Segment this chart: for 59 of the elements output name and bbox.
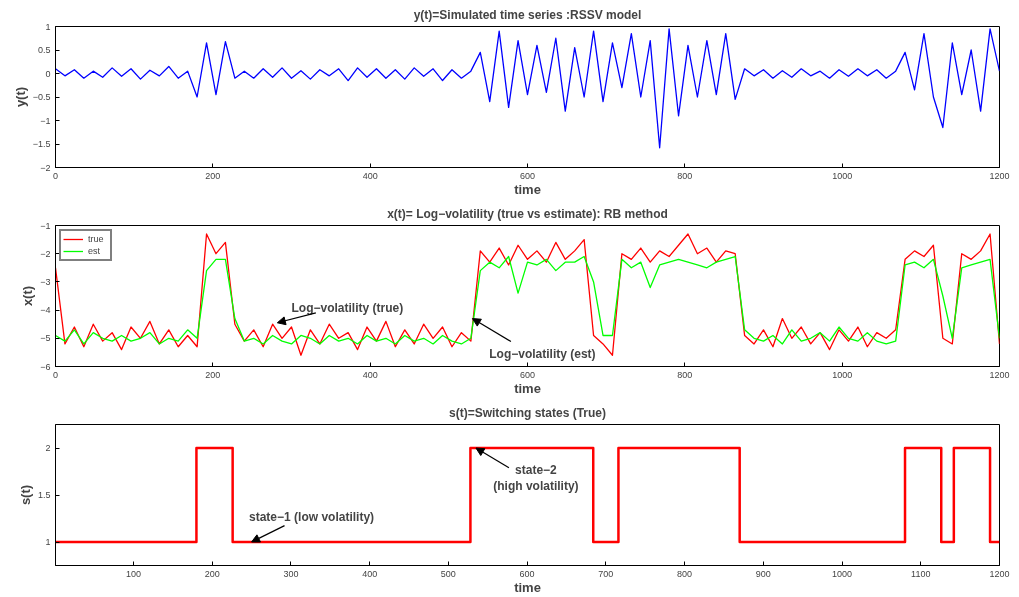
x-tick-label: 1200 xyxy=(989,568,1010,579)
x-tick-label: 0 xyxy=(53,170,59,181)
x-tick-label: 400 xyxy=(362,170,378,181)
x-tick-label: 800 xyxy=(677,568,693,579)
y-tick-label: −6 xyxy=(40,361,51,372)
x-tick-label: 0 xyxy=(53,369,59,380)
x-tick-label: 1200 xyxy=(989,170,1010,181)
chart-title: y(t)=Simulated time series :RSSV model xyxy=(413,7,642,22)
y-axis-title: y(t) xyxy=(12,86,28,108)
annotation: Log−volatility (true) xyxy=(291,300,404,315)
y-tick-label: 0.5 xyxy=(37,45,51,55)
x-tick-label: 1000 xyxy=(832,568,853,579)
y-tick-label: 0 xyxy=(45,68,51,79)
x-tick-label: 200 xyxy=(205,170,221,181)
y-tick-label: −2 xyxy=(40,248,51,259)
annotation: state−1 (low volatility) xyxy=(249,510,375,524)
x-tick-label: 1000 xyxy=(832,170,853,181)
x-tick-label: 600 xyxy=(519,369,536,380)
y-tick-label: −1.5 xyxy=(32,139,51,149)
x-tick-label: 700 xyxy=(598,568,614,579)
x-tick-label: 800 xyxy=(677,170,693,181)
x-tick-label: 600 xyxy=(519,568,535,579)
y-tick-label: −5 xyxy=(40,333,51,344)
x-tick-label: 200 xyxy=(204,568,220,579)
x-tick-label: 600 xyxy=(519,170,536,181)
y-tick-label: −0.5 xyxy=(32,92,51,102)
x-tick-label: 900 xyxy=(755,568,771,579)
chart-title: x(t)= Log−volatility (true vs estimate): RB method xyxy=(387,206,668,221)
annotation: Log−volatility (est) xyxy=(489,346,596,361)
line-series xyxy=(55,28,1000,149)
line-series xyxy=(55,255,1000,345)
y-tick-label: −3 xyxy=(40,276,51,287)
x-tick-label: 200 xyxy=(205,369,221,380)
x-tick-label: 1100 xyxy=(911,568,931,579)
y-tick-label: 1 xyxy=(45,21,51,32)
legend-label: true xyxy=(88,233,105,245)
y-tick-label: −1 xyxy=(40,115,51,126)
x-tick-label: 800 xyxy=(677,369,693,380)
x-tick-label: 300 xyxy=(283,568,299,579)
y-axis-title: x(t) xyxy=(20,285,36,307)
x-axis-title: time xyxy=(514,181,541,197)
x-tick-label: 400 xyxy=(362,568,378,579)
annotation: state−2 (high volatility) xyxy=(493,462,579,494)
legend-label: est xyxy=(88,245,101,257)
y-tick-label: 1.5 xyxy=(37,490,51,500)
y-tick-label: −2 xyxy=(40,162,51,173)
x-tick-label: 1000 xyxy=(832,369,853,380)
x-axis-title: time xyxy=(514,579,541,595)
x-tick-label: 500 xyxy=(440,568,456,579)
x-tick-label: 1200 xyxy=(989,369,1010,380)
y-axis-title: s(t) xyxy=(17,484,33,506)
y-tick-label: 1 xyxy=(45,537,51,547)
y-tick-label: 2 xyxy=(45,443,51,453)
chart-title: s(t)=Switching states (True) xyxy=(448,405,607,420)
y-tick-label: −1 xyxy=(40,220,51,231)
y-tick-label: −4 xyxy=(40,305,51,316)
x-tick-label: 100 xyxy=(125,568,141,579)
x-axis-title: time xyxy=(514,380,541,396)
x-tick-label: 400 xyxy=(362,369,378,380)
